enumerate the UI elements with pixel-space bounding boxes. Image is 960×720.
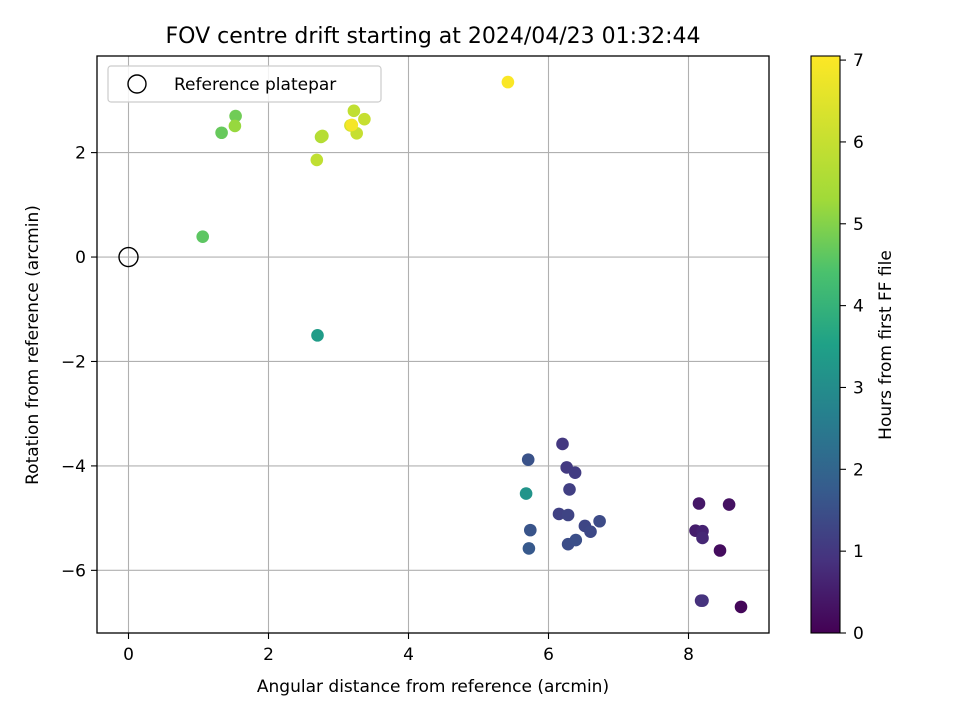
colorbar-tick-label: 3 [853,378,864,398]
chart-title: FOV centre drift starting at 2024/04/23 … [166,24,701,49]
data-point [696,531,709,545]
data-point [569,533,583,547]
legend-reference-marker [127,74,147,94]
y-tick-label: 2 [75,144,86,164]
data-point [358,112,371,126]
data-point [734,600,748,614]
data-point [692,497,706,510]
colorbar-label: Hours from first FF file [876,250,896,440]
data-point [310,153,324,167]
plot-frame [96,55,770,634]
data-point [584,525,597,538]
data-point [696,594,709,607]
colorbar-gradient [810,55,841,634]
colorbar-ticks: 0 1 2 3 4 5 6 7 [840,51,864,644]
data-point [552,507,566,521]
data-point [519,487,533,500]
grid [97,56,769,633]
data-point [196,230,209,243]
data-point [228,119,242,133]
data-point [524,523,537,537]
data-point [521,453,535,466]
colorbar-tick-label: 6 [853,133,864,153]
colorbar-tick-label: 0 [853,624,864,644]
legend-entry-reference: Reference platepar [174,75,336,95]
scatter-points [118,75,748,614]
data-point [713,544,727,557]
data-point [568,466,582,479]
colorbar-tick-label: 2 [853,460,864,480]
data-point [215,126,228,140]
reference-platepar-marker [118,246,139,268]
y-tick-label: 0 [75,248,86,268]
data-point [347,104,361,118]
data-point [229,109,242,123]
data-point [722,498,736,511]
data-point [311,329,324,342]
x-axis-label: Angular distance from reference (arcmin) [257,677,609,697]
colorbar-tick-label: 5 [853,215,864,235]
y-axis-label: Rotation from reference (arcmin) [23,205,43,485]
data-point [563,483,576,496]
x-tick-label: 2 [263,645,274,665]
data-point [556,437,569,451]
colorbar-tick-label: 1 [853,542,864,562]
y-tick-label: −6 [61,561,86,581]
data-point [561,508,575,522]
data-point [501,75,515,89]
x-tick-label: 4 [403,645,414,665]
colorbar-tick-label: 4 [853,297,864,317]
data-point [593,514,606,528]
legend: Reference platepar [107,65,382,103]
x-tick-label: 0 [123,645,134,665]
data-point [316,129,329,143]
x-tick-label: 6 [543,645,554,665]
x-tick-label: 8 [683,645,694,665]
legend-box [107,65,382,103]
y-tick-label: −4 [61,457,86,477]
data-point [522,542,536,555]
colorbar: 0 1 2 3 4 5 6 7 Hours from first FF file [810,51,896,644]
colorbar-tick-label: 7 [853,51,864,71]
y-tick-label: −2 [61,352,86,372]
data-point [345,118,359,132]
axis-ticks: 0 2 4 6 8 −6 −4 −2 0 2 [61,144,694,665]
